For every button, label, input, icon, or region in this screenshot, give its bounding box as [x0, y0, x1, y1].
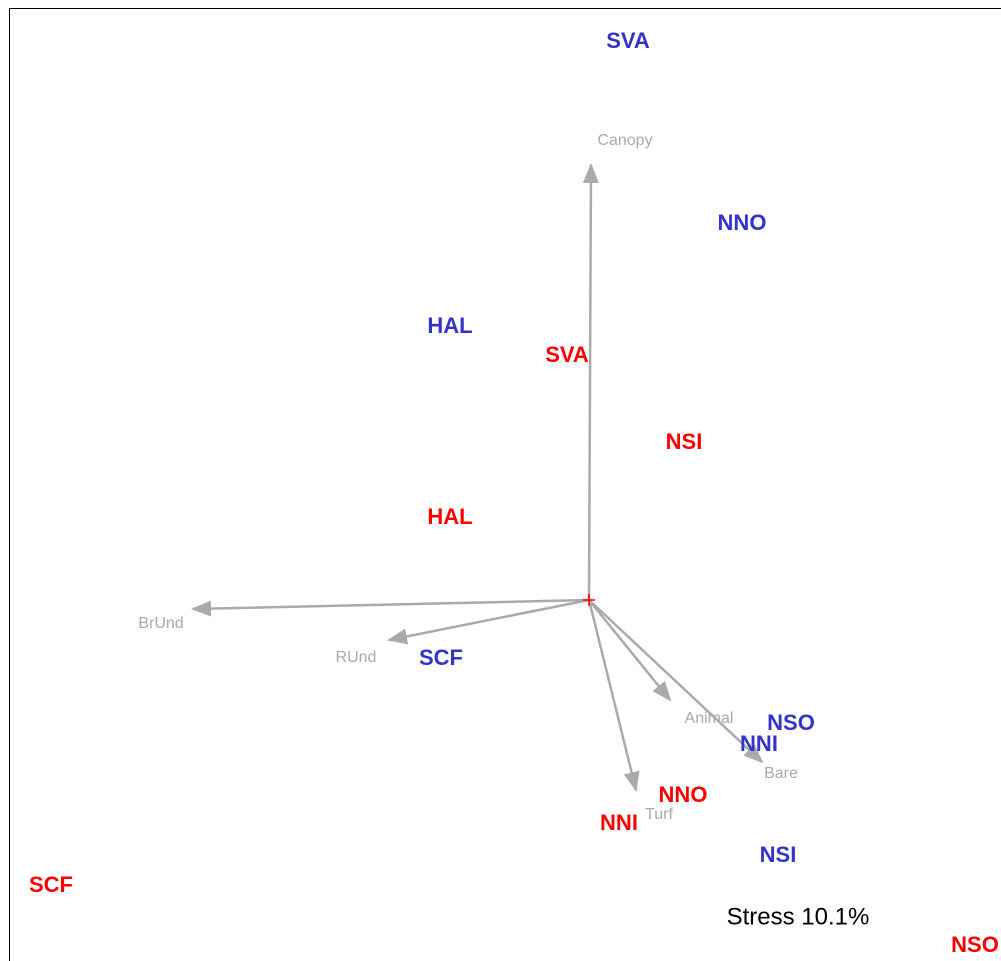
site-label: NNO — [718, 210, 767, 235]
vector-arrow — [588, 599, 764, 764]
vector-label: BrUnd — [138, 615, 183, 632]
site-label: HAL — [427, 313, 472, 338]
vector-label: Turf — [645, 806, 673, 823]
vector-label: Bare — [764, 765, 798, 782]
site-label: NNI — [600, 810, 638, 835]
vector-arrow — [582, 163, 599, 601]
site-label: SCF — [29, 872, 73, 897]
site-label: NSI — [666, 429, 703, 454]
stress-label: Stress 10.1% — [727, 903, 870, 930]
vector-label: Animal — [685, 710, 734, 727]
origin-marker — [583, 594, 595, 606]
site-label: NNO — [659, 782, 708, 807]
vector-label: RUnd — [336, 649, 377, 666]
vector-arrow — [587, 599, 640, 792]
site-label: NSI — [760, 842, 797, 867]
site-label: SVA — [545, 342, 589, 367]
plot-frame — [9, 8, 1001, 961]
site-label: HAL — [427, 504, 472, 529]
site-label: NSO — [767, 710, 815, 735]
vector-arrow — [387, 598, 590, 645]
site-label: NNI — [740, 731, 778, 756]
vector-label: Canopy — [597, 132, 652, 149]
site-label: SVA — [606, 28, 650, 53]
site-label: NSO — [951, 932, 999, 957]
vector-arrow — [191, 598, 590, 617]
vector-arrow — [588, 599, 672, 702]
site-label: SCF — [419, 645, 463, 670]
